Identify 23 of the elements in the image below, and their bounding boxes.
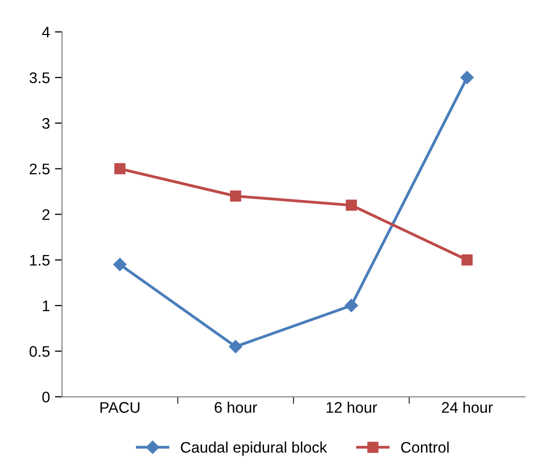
point [230,190,242,202]
y-tick-label: 4 [42,26,50,38]
y-tick-label: 3 [42,118,50,129]
y-tick-label: 1 [42,300,50,312]
y-tick-label: 2.5 [30,164,50,174]
y-tick-label: 0 [42,392,50,402]
point [346,200,357,211]
point [113,258,126,272]
point [344,298,358,312]
legend-label: Caudal epidural block [180,442,328,456]
legend-label: Control [401,442,449,453]
point [229,340,242,354]
y-tick-label: 2 [42,209,50,220]
y-tick-label: 1.5 [30,254,50,266]
point [114,163,126,174]
y-tick-label: 3.5 [30,72,50,84]
x-tick-label: PACU [100,402,140,413]
x-tick-label: 12 hour [326,402,378,413]
x-tick-label: 6 hour [214,402,258,413]
point [462,254,473,266]
y-tick-label: 0.5 [30,346,50,357]
x-tick-label: 24 hour [442,402,493,413]
point [460,70,474,84]
